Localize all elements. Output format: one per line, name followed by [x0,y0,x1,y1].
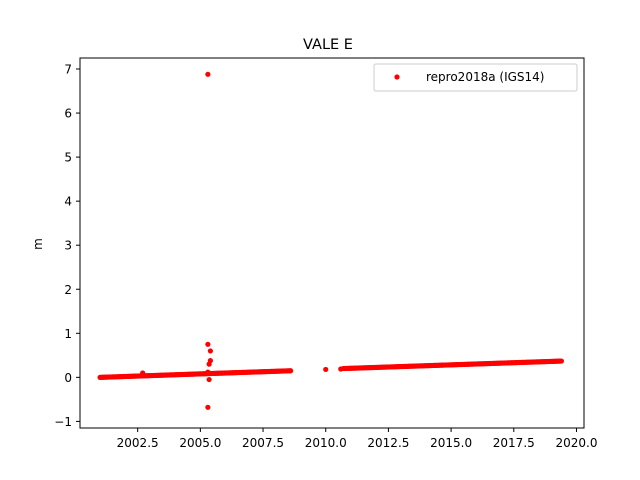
legend: repro2018a (IGS14) [373,63,578,92]
x-tick-label: 2012.5 [367,436,409,450]
legend-label: repro2018a (IGS14) [426,70,544,84]
chart-title: VALE E [303,37,353,53]
plot-frame [79,57,585,429]
y-tick-label: 5 [64,151,72,165]
axis-ticks: 2002.5 2005.0 2007.5 2010.0 2012.5 2015.0 2017… [54,63,597,450]
data-point [558,358,565,364]
data-point-outlier [206,361,212,367]
data-point-outlier [207,348,213,354]
x-tick-label: 2015.0 [430,436,472,450]
y-tick-label: 4 [64,195,72,209]
x-tick-label: 2017.5 [493,436,535,450]
data-point [288,368,294,374]
y-tick-label: −1 [54,415,72,429]
legend-marker [394,74,400,80]
data-point-outlier [205,71,211,77]
y-axis-label: m [31,238,45,250]
y-tick-label: 3 [64,239,72,253]
x-tick-label: 2020.0 [555,436,597,450]
data-point-outlier [140,370,146,376]
y-tick-label: 0 [64,371,72,385]
data-point-outlier [338,366,344,372]
x-tick-label: 2005.0 [179,436,221,450]
x-tick-label: 2010.0 [305,436,347,450]
legend-box [373,63,578,92]
y-tick-label: 7 [64,63,72,77]
y-tick-label: 2 [64,283,72,297]
x-tick-label: 2007.5 [242,436,284,450]
data-point-outlier [205,369,211,375]
data-point-outlier [323,366,329,373]
data-point-outlier [206,376,212,383]
data-points [97,71,565,410]
y-tick-label: 6 [64,107,72,121]
x-tick-label: 2002.5 [117,436,159,450]
data-point-outlier [205,341,211,347]
y-tick-label: 1 [64,327,72,341]
data-point-outlier [205,404,211,410]
